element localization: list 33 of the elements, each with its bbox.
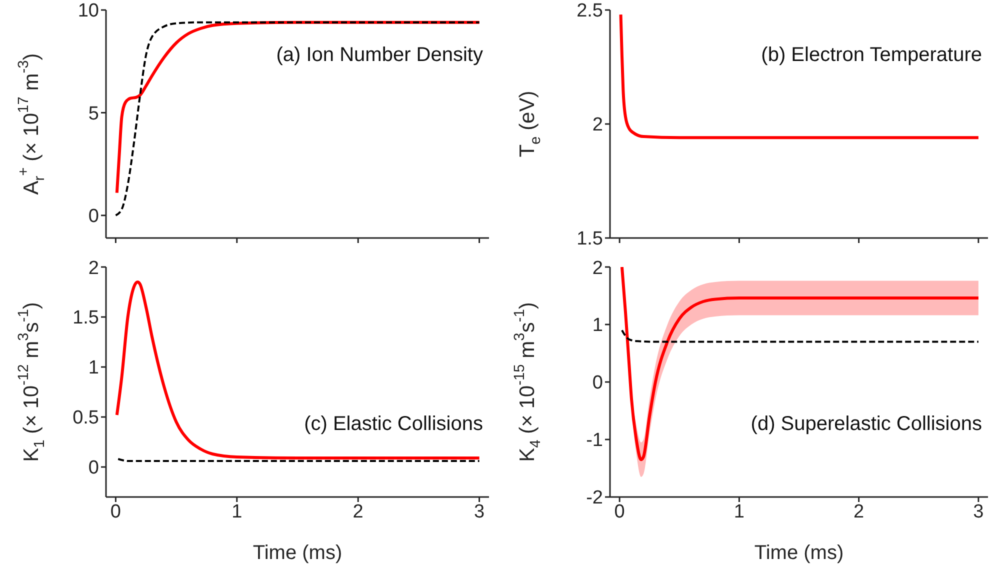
y-tick-label: -1 <box>586 430 603 452</box>
y-tick-label: 0 <box>88 458 99 479</box>
y-tick-label: 10 <box>78 0 99 22</box>
line-series <box>115 280 481 460</box>
x-tick-label: 2 <box>352 501 364 522</box>
line-series <box>620 329 980 343</box>
x-tick-label: 0 <box>110 501 121 522</box>
annotation: (d) Superelastic Collisions <box>750 413 982 436</box>
y-tick-label: 1 <box>592 315 603 336</box>
y-tick-label: 1 <box>88 358 99 379</box>
x-tick-label: 1 <box>232 501 242 522</box>
x-tick-label: 3 <box>973 501 984 522</box>
y-tick-label: 2 <box>592 258 603 279</box>
y-tick-label: 2 <box>592 114 603 136</box>
line-series <box>619 13 980 140</box>
y-tick-label: 2 <box>88 258 99 279</box>
y-tick-label: 0 <box>592 372 603 394</box>
y-tick-label: 1.5 <box>72 308 99 329</box>
y-tick-label: 1.5 <box>576 228 603 250</box>
x-tick-label: 0 <box>614 501 625 522</box>
x-tick-label: 1 <box>734 501 744 522</box>
annotation: (b) Electron Temperature <box>761 44 982 67</box>
x-axis-title: Time (ms) <box>754 542 844 564</box>
x-tick-label: 2 <box>854 501 864 522</box>
y-tick-label: 0 <box>88 206 99 228</box>
y-tick-label: -2 <box>586 488 603 509</box>
y-tick-label: 5 <box>88 103 99 124</box>
annotation: (c) Elastic Collisions <box>304 413 483 436</box>
x-tick-label: 3 <box>474 501 485 522</box>
y-tick-label: 0.5 <box>72 408 99 429</box>
x-axis-title: Time (ms) <box>252 542 342 564</box>
y-tick-label: 2.5 <box>576 0 603 22</box>
annotation: (a) Ion Number Density <box>276 44 483 67</box>
